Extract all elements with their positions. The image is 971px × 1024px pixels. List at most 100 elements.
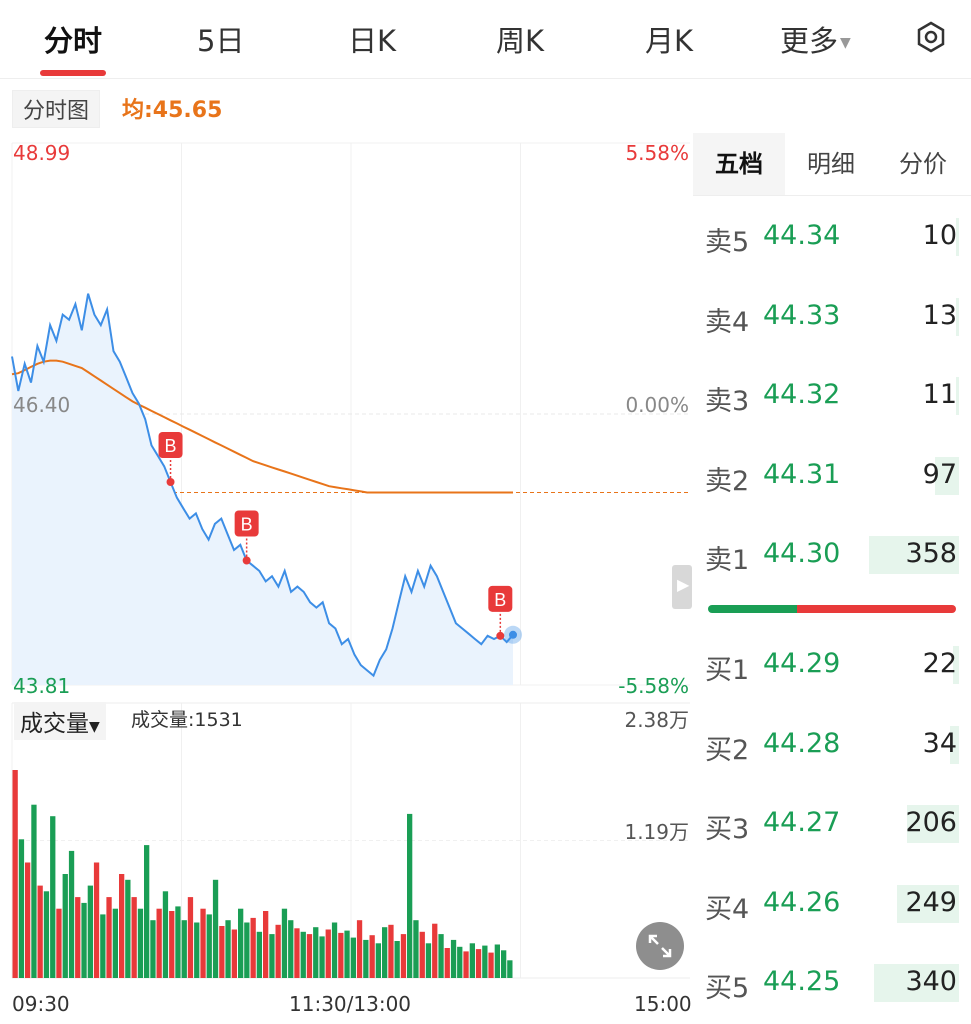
level-price: 44.34 bbox=[763, 220, 841, 251]
svg-text:B: B bbox=[241, 514, 253, 534]
volume-bar bbox=[432, 923, 438, 978]
level-label: 买1 bbox=[705, 655, 750, 686]
price-line bbox=[11, 293, 514, 678]
tab-price-distribution[interactable]: 分价 bbox=[899, 150, 947, 178]
buy-sell-ratio-bar bbox=[708, 605, 956, 613]
volume-depth-bar bbox=[907, 805, 959, 843]
tab-more[interactable]: 更多 ▼ bbox=[780, 18, 851, 60]
volume-bar bbox=[87, 885, 93, 978]
intraday-chart: B B B bbox=[11, 142, 690, 979]
volume-bar bbox=[137, 908, 144, 978]
order-book-tabs: 五档 明细 分价 bbox=[693, 133, 971, 196]
volume-bar bbox=[419, 931, 425, 978]
order-book-panel: 五档 明细 分价 卖5 44.34 10 卖4 44.33 13 卖3 44.32 11 卖2 44… bbox=[693, 133, 971, 1024]
price-mid-label: 46.40 bbox=[13, 393, 71, 417]
volume-bar bbox=[219, 926, 225, 978]
volume-bar bbox=[501, 950, 507, 978]
volume-bar bbox=[119, 874, 125, 978]
level-volume: 13 bbox=[922, 299, 957, 331]
average-price-line bbox=[11, 359, 513, 494]
volume-bar bbox=[444, 948, 450, 978]
volume-bar bbox=[238, 908, 244, 978]
volume-depth-bar bbox=[935, 456, 959, 495]
volume-bar bbox=[200, 908, 206, 978]
volume-bar bbox=[12, 770, 18, 978]
price-low-label: 43.81 bbox=[13, 674, 71, 698]
volume-bar bbox=[350, 937, 356, 978]
sell-level-5[interactable]: 卖1 44.30 358 bbox=[693, 532, 971, 576]
price-area-fill bbox=[12, 293, 513, 685]
volume-bar bbox=[56, 908, 62, 978]
volume-depth-bar bbox=[956, 218, 959, 256]
volume-bar bbox=[100, 914, 106, 978]
volume-bar bbox=[469, 943, 475, 978]
volume-bar bbox=[125, 879, 131, 978]
volume-bar bbox=[394, 941, 400, 978]
volume-depth-bar bbox=[956, 297, 959, 336]
buy-level-3[interactable]: 买3 44.27 206 bbox=[693, 801, 971, 845]
sell-level-3[interactable]: 卖3 44.32 11 bbox=[693, 373, 971, 417]
volume-bar bbox=[306, 934, 313, 978]
volume-bar bbox=[413, 920, 419, 978]
tab-more-label: 更多 bbox=[780, 24, 839, 58]
volume-depth-bar bbox=[953, 646, 959, 684]
buy-level-4[interactable]: 买4 44.26 249 bbox=[693, 881, 971, 925]
sell-level-1[interactable]: 卖5 44.34 10 bbox=[693, 214, 971, 258]
tab-details[interactable]: 明细 bbox=[807, 150, 855, 178]
volume-bar bbox=[256, 931, 262, 978]
pct-high-label: 5.58% bbox=[625, 141, 689, 165]
buy-level-2[interactable]: 买2 44.28 34 bbox=[693, 722, 971, 766]
volume-indicator-select[interactable]: 成交量▼ bbox=[14, 702, 106, 740]
volume-bar bbox=[93, 862, 100, 978]
volume-bar bbox=[250, 917, 256, 978]
tab-daily-k[interactable]: 日K bbox=[348, 24, 397, 58]
time-start-label: 09:30 bbox=[12, 992, 70, 1016]
fullscreen-button[interactable] bbox=[636, 922, 684, 970]
sell-level-4[interactable]: 卖2 44.31 97 bbox=[693, 453, 971, 497]
level-label: 卖5 bbox=[705, 227, 750, 258]
volume-bar bbox=[156, 908, 162, 978]
volume-bar bbox=[375, 943, 381, 978]
volume-indicator-label: 成交量 bbox=[20, 711, 89, 737]
tab-5day[interactable]: 5日 bbox=[197, 24, 245, 58]
volume-bars bbox=[12, 770, 513, 978]
volume-bar bbox=[338, 932, 344, 978]
tab-five-levels[interactable]: 五档 bbox=[693, 133, 785, 195]
volume-bar bbox=[144, 845, 150, 978]
volume-bar bbox=[263, 911, 269, 978]
settings-icon[interactable] bbox=[914, 20, 948, 54]
expand-panel-handle[interactable]: ▶ bbox=[672, 565, 692, 609]
tab-monthly-k[interactable]: 月K bbox=[645, 24, 694, 58]
level-volume: 340 bbox=[905, 966, 957, 997]
volume-bar bbox=[187, 897, 194, 978]
trade-markers: B B B bbox=[158, 432, 513, 640]
buy-marker: B bbox=[488, 585, 513, 640]
buy-level-1[interactable]: 买1 44.29 22 bbox=[693, 642, 971, 686]
volume-bar bbox=[356, 920, 363, 978]
average-price-label: 均:45.65 bbox=[122, 98, 223, 123]
volume-bar bbox=[225, 920, 231, 978]
buy-marker: B bbox=[158, 432, 183, 487]
volume-bar bbox=[369, 935, 375, 978]
level-volume: 358 bbox=[905, 538, 957, 569]
sell-level-2[interactable]: 卖4 44.33 13 bbox=[693, 294, 971, 338]
buy-level-5[interactable]: 买5 44.25 340 bbox=[693, 960, 971, 1004]
volume-bar bbox=[363, 939, 369, 978]
volume-bar bbox=[150, 920, 156, 978]
level-label: 卖2 bbox=[705, 465, 750, 497]
volume-bar bbox=[294, 928, 300, 978]
level-label: 买2 bbox=[705, 734, 750, 766]
level-label: 买5 bbox=[705, 973, 750, 1004]
tab-intraday[interactable]: 分时 bbox=[44, 24, 103, 58]
volume-bar bbox=[244, 922, 250, 978]
volume-bar bbox=[457, 946, 463, 978]
volume-bar bbox=[400, 934, 407, 978]
chevron-right-icon: ▶ bbox=[677, 575, 690, 594]
volume-bar bbox=[106, 897, 112, 978]
volume-bar bbox=[438, 934, 444, 978]
svg-text:B: B bbox=[165, 436, 177, 456]
volume-bar bbox=[212, 879, 219, 978]
tab-weekly-k[interactable]: 周K bbox=[496, 24, 545, 58]
level-volume: 206 bbox=[905, 807, 957, 838]
level-price: 44.33 bbox=[763, 299, 841, 331]
